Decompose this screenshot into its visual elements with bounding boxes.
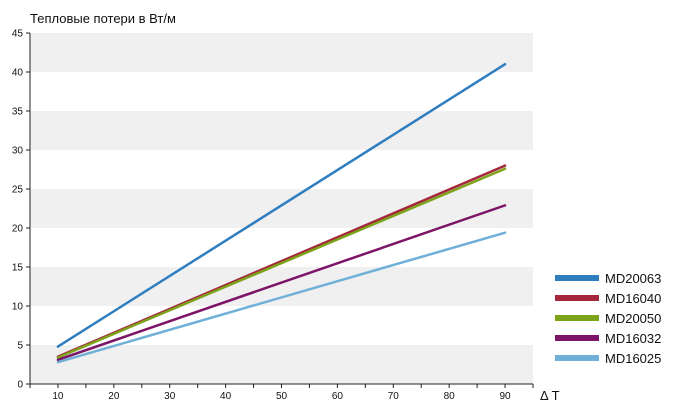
grid-band-10-15 (30, 267, 533, 306)
x-tick-label-90: 90 (499, 391, 511, 402)
legend-swatch-md16025 (555, 355, 599, 361)
legend-swatch-md20063 (555, 275, 599, 281)
legend-swatch-md16032 (555, 335, 599, 341)
grid-band-0-5 (30, 345, 533, 384)
y-tick-label-10: 10 (12, 302, 24, 313)
grid-band-20-25 (30, 189, 533, 228)
legend-item-md16032: MD16032 (555, 328, 661, 348)
x-tick-label-50: 50 (276, 391, 288, 402)
legend-label-md16040: MD16040 (605, 290, 662, 306)
x-tick-label-70: 70 (388, 391, 400, 402)
y-tick-label-25: 25 (12, 185, 24, 196)
x-tick-label-40: 40 (220, 391, 232, 402)
legend-item-md20063: MD20063 (555, 268, 661, 288)
series-line-md20050 (56, 167, 507, 359)
y-tick-label-5: 5 (17, 341, 23, 352)
x-tick-label-60: 60 (332, 391, 344, 402)
x-axis-title: Δ T (540, 388, 560, 403)
y-tick-label-15: 15 (12, 263, 24, 274)
legend-label-md16025: MD16025 (605, 350, 662, 366)
series-lines (56, 62, 507, 364)
y-tick-label-0: 0 (17, 380, 23, 391)
legend-item-md16040: MD16040 (555, 288, 661, 308)
y-tick-label-40: 40 (12, 68, 24, 79)
grid-band-30-35 (30, 111, 533, 150)
x-tick-label-30: 30 (164, 391, 176, 402)
x-tick-label-10: 10 (52, 391, 64, 402)
grid-bands (30, 33, 533, 384)
legend: MD20063 MD16040 MD20050 MD16032 MD16025 (555, 268, 661, 368)
series-line-md20063 (56, 62, 507, 348)
series-line-md16025 (56, 231, 507, 364)
legend-item-md20050: MD20050 (555, 308, 661, 328)
legend-label-md16032: MD16032 (605, 330, 662, 346)
x-axis-ticks: 10 20 30 40 50 60 70 80 90 (29, 384, 534, 402)
legend-label-md20050: MD20050 (605, 310, 662, 326)
legend-swatch-md16040 (555, 295, 599, 301)
y-tick-label-20: 20 (12, 224, 24, 235)
y-axis-ticks: 0 5 10 15 20 25 30 35 40 45 (12, 29, 30, 391)
legend-swatch-md20050 (555, 315, 599, 321)
x-tick-label-20: 20 (108, 391, 120, 402)
series-line-md16032 (56, 204, 507, 362)
y-tick-label-35: 35 (12, 107, 24, 118)
grid-band-40-45 (30, 33, 533, 72)
chart-title: Тепловые потери в Вт/м (30, 11, 176, 26)
y-tick-label-30: 30 (12, 146, 24, 157)
y-tick-label-45: 45 (12, 29, 24, 40)
x-tick-label-80: 80 (444, 391, 456, 402)
legend-item-md16025: MD16025 (555, 348, 661, 368)
legend-label-md20063: MD20063 (605, 270, 662, 286)
